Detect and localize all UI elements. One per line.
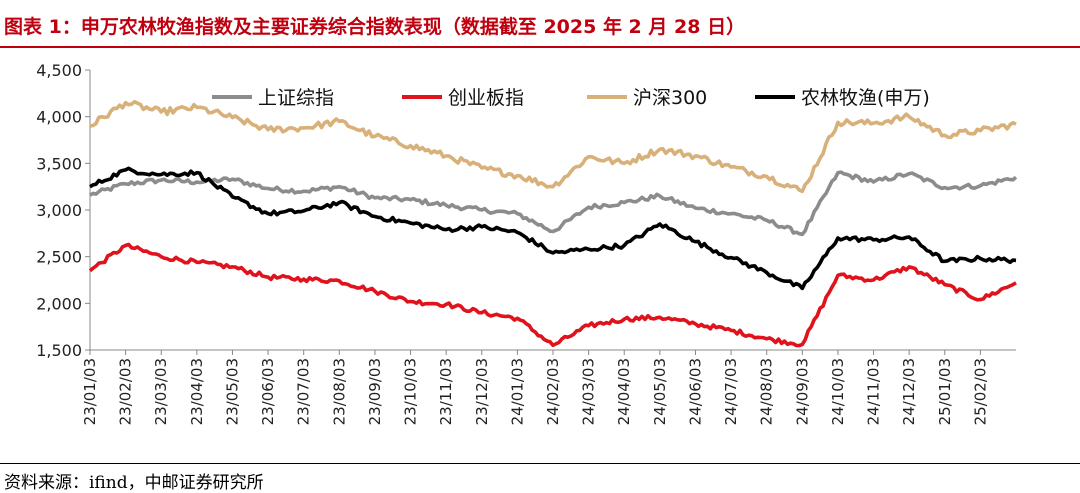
legend-label-csi300: 沪深300 (633, 87, 707, 109)
legend-label-chinext: 创业板指 (448, 87, 524, 109)
series-line-agri (89, 166, 1017, 291)
legend-label-agri: 农林牧渔(申万) (801, 87, 930, 109)
x-tick-label: 24/11/03 (865, 358, 883, 425)
source-note: 资料来源：ifind，中邮证券研究所 (4, 473, 264, 493)
x-tick-label: 23/06/03 (259, 358, 277, 425)
x-tick-label: 24/07/03 (722, 358, 740, 425)
x-tick-label: 23/07/03 (295, 358, 313, 425)
legend-label-sse: 上证综指 (258, 87, 334, 109)
x-tick-label: 23/08/03 (330, 358, 348, 425)
y-tick-label: 4,500 (36, 61, 82, 80)
chart-title: 图表 1：申万农林牧渔指数及主要证券综合指数表现（数据截至 2025 年 2 月… (4, 16, 746, 38)
series-line-csi300 (89, 100, 1017, 194)
x-tick-label: 23/01/03 (81, 358, 99, 425)
y-tick-label: 3,500 (36, 154, 82, 173)
x-tick-label: 24/08/03 (758, 358, 776, 425)
x-tick-label: 23/04/03 (188, 358, 206, 425)
x-tick-label: 23/10/03 (402, 358, 420, 425)
x-tick-label: 24/01/03 (508, 358, 526, 425)
x-tick-label: 23/02/03 (117, 358, 135, 425)
x-tick-label: 25/01/03 (936, 358, 954, 425)
x-tick-label: 24/02/03 (544, 358, 562, 425)
x-tick-label: 23/03/03 (152, 358, 170, 425)
x-tick-label: 23/05/03 (223, 358, 241, 425)
x-axis: 23/01/03 23/02/03 23/03/03 23/04/03 23/05/03… (81, 349, 1016, 425)
x-tick-label: 24/09/03 (793, 358, 811, 425)
y-axis: 1,500 2,000 2,500 3,000 3,500 4,000 4,500 (36, 61, 91, 360)
series-line-chinext (88, 242, 1017, 348)
title-bar: 图表 1：申万农林牧渔指数及主要证券综合指数表现（数据截至 2025 年 2 月… (0, 0, 1080, 46)
x-tick-label: 24/04/03 (615, 358, 633, 425)
series-line-sse (89, 170, 1018, 237)
footer-rule (0, 463, 1080, 464)
x-tick-label: 23/11/03 (437, 358, 455, 425)
x-tick-label: 24/10/03 (829, 358, 847, 425)
title-rule (0, 46, 1080, 48)
x-tick-label: 24/12/03 (900, 358, 918, 425)
x-tick-label: 24/05/03 (651, 358, 669, 425)
x-tick-label: 23/12/03 (473, 358, 491, 425)
y-tick-label: 2,500 (36, 248, 82, 267)
line-chart: 1,500 2,000 2,500 3,000 3,500 4,000 4,500 23/0… (36, 61, 1018, 425)
x-tick-label: 24/06/03 (686, 358, 704, 425)
x-tick-label: 25/02/03 (971, 358, 989, 425)
y-tick-label: 2,000 (36, 294, 82, 313)
x-tick-label: 24/03/03 (580, 358, 598, 425)
legend: 上证综指 创业板指 沪深300 农林牧渔(申万) (212, 87, 930, 109)
series-lines (88, 100, 1018, 348)
y-tick-label: 4,000 (36, 108, 82, 127)
x-tick-label: 23/09/03 (366, 358, 384, 425)
y-tick-label: 1,500 (36, 341, 82, 360)
y-tick-label: 3,000 (36, 201, 82, 220)
